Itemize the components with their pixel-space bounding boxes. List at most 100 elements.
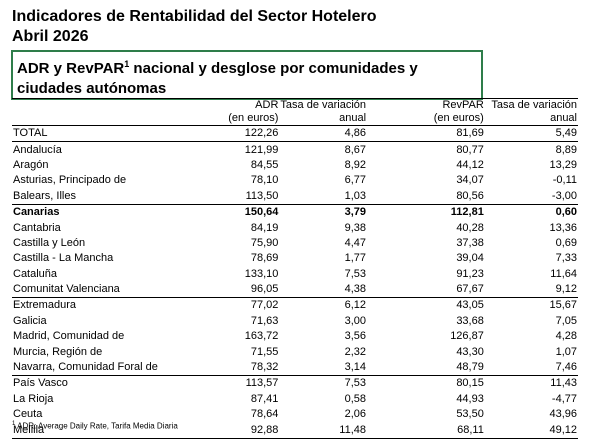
- value-cell: 163,72: [244, 330, 279, 343]
- value-cell: 68,11: [367, 422, 485, 439]
- value-cell: 113,50: [204, 188, 280, 205]
- table-row: TOTAL 122,26 4,86 81,69 5,49: [12, 125, 578, 143]
- value-cell: 81,69: [367, 125, 485, 143]
- value-cell: 112,81: [450, 206, 484, 219]
- region-cell: TOTAL: [12, 125, 205, 143]
- value-cell: 2,06: [344, 408, 367, 421]
- value-cell: 84,19: [250, 221, 279, 234]
- value-cell: 15,67: [549, 299, 577, 312]
- value-cell: 5,49: [484, 125, 578, 143]
- table-row: Ceuta 78,64 2,06 53,50 43,96: [12, 407, 578, 422]
- value-cell: 6,77: [344, 174, 367, 187]
- value-cell: 80,77: [456, 143, 484, 156]
- table-row: Castilla y León 75,90 4,47 37,38 0,69: [12, 236, 578, 251]
- value-cell: 13,36: [549, 221, 577, 234]
- value-cell: 1,03: [279, 188, 368, 205]
- title-block: Indicadores de Rentabilidad del Sector H…: [12, 7, 377, 47]
- value-cell: 71,63: [250, 314, 279, 327]
- table-body: TOTAL 122,26 4,86 81,69 5,49 Andalucía 121,99 8…: [12, 125, 578, 439]
- value-cell: -0,11: [552, 174, 577, 187]
- value-cell: 53,50: [456, 408, 484, 421]
- header-cell: (en euros): [367, 112, 485, 126]
- value-cell: 87,41: [250, 392, 279, 405]
- table-row: Cantabria 84,19 9,38 40,28 13,36: [12, 220, 578, 235]
- region-cell: Navarra, Comunidad Foral de: [12, 359, 205, 377]
- value-cell: 7,46: [484, 359, 578, 377]
- subtitle-text: nacional y desglose por comunidades y ci…: [17, 60, 418, 97]
- value-cell: 7,53: [344, 267, 367, 280]
- header-cell: Tasa de variación: [484, 98, 578, 112]
- region-cell: País Vasco: [13, 377, 68, 390]
- value-cell: 78,69: [250, 252, 279, 265]
- value-cell: 49,12: [484, 422, 578, 439]
- value-cell: 75,90: [250, 236, 279, 249]
- table-row: Cataluña 133,10 7,53 91,23 11,64: [12, 267, 578, 282]
- region-cell: La Rioja: [13, 392, 54, 405]
- value-cell: 43,05: [456, 299, 484, 312]
- value-cell: 1,77: [344, 252, 367, 265]
- table-row: Galicia 71,63 3,00 33,68 7,05: [12, 314, 578, 329]
- value-cell: 4,28: [555, 330, 577, 343]
- region-cell: Castilla - La Mancha: [13, 252, 114, 265]
- date: Abril 2026: [12, 28, 89, 45]
- value-cell: 150,64: [244, 206, 279, 219]
- value-cell: 43,96: [549, 408, 577, 421]
- subtitle-text: ADR y RevPAR: [17, 60, 125, 77]
- value-cell: 80,56: [367, 188, 485, 205]
- value-cell: 2,32: [344, 345, 367, 358]
- value-cell: 44,93: [456, 392, 484, 405]
- table-row: Navarra, Comunidad Foral de 78,32 3,14 48,7…: [12, 359, 578, 377]
- value-cell: 0,58: [344, 392, 367, 405]
- value-cell: 7,33: [555, 252, 577, 265]
- table-row: La Rioja 87,41 0,58 44,93 -4,77: [12, 392, 578, 407]
- value-cell: 78,64: [250, 408, 279, 421]
- value-cell: -3,00: [484, 188, 578, 205]
- header-cell: RevPAR: [367, 98, 485, 112]
- value-cell: 8,67: [344, 143, 367, 156]
- value-cell: 13,29: [549, 158, 577, 171]
- region-cell: Extremadura: [13, 299, 76, 312]
- value-cell: 1,07: [555, 345, 577, 358]
- header-cell: [12, 112, 205, 126]
- value-cell: 48,79: [367, 359, 485, 377]
- value-cell: 43,30: [456, 345, 484, 358]
- value-cell: 4,47: [344, 236, 367, 249]
- value-cell: 96,05: [204, 281, 280, 299]
- header-row: (en euros) anual (en euros) anual: [12, 112, 578, 126]
- header-cell: ADR: [204, 98, 280, 112]
- region-cell: Galicia: [13, 314, 47, 327]
- footnote-sup: 1: [12, 421, 16, 427]
- table-row: Comunitat Valenciana 96,05 4,38 67,67 9,12: [12, 281, 578, 299]
- table-row: Asturias, Principado de 78,10 6,77 34,07 -0,…: [12, 173, 578, 188]
- region-cell: Balears, Illes: [12, 188, 205, 205]
- value-cell: 78,32: [204, 359, 280, 377]
- header-cell: anual: [279, 112, 368, 126]
- value-cell: 9,38: [344, 221, 367, 234]
- value-cell: 121,99: [244, 143, 279, 156]
- value-cell: 78,10: [250, 174, 279, 187]
- value-cell: 133,10: [244, 267, 279, 280]
- value-cell: 67,67: [367, 281, 485, 299]
- region-cell: Castilla y León: [13, 236, 86, 249]
- header-row: ADR Tasa de variación RevPAR Tasa de variac…: [12, 98, 578, 112]
- region-cell: Ceuta: [13, 408, 43, 421]
- value-cell: 7,53: [344, 377, 367, 390]
- region-cell: Aragón: [13, 158, 49, 171]
- data-table: ADR Tasa de variación RevPAR Tasa de variac…: [12, 98, 578, 439]
- value-cell: 84,55: [250, 158, 279, 171]
- value-cell: 11,64: [550, 267, 577, 280]
- value-cell: 11,48: [279, 422, 368, 439]
- region-cell: Madrid, Comunidad de: [13, 330, 125, 343]
- value-cell: 4,86: [279, 125, 368, 143]
- value-cell: 71,55: [250, 345, 279, 358]
- table-row: Balears, Illes 113,50 1,03 80,56 -3,00: [12, 188, 578, 205]
- value-cell: 122,26: [204, 125, 280, 143]
- value-cell: 80,15: [456, 377, 484, 390]
- value-cell: 39,04: [456, 252, 484, 265]
- value-cell: 11,43: [550, 377, 577, 390]
- table-row: Extremadura 77,02 6,12 43,05 15,67: [12, 298, 578, 314]
- value-cell: 126,87: [450, 330, 484, 343]
- header-cell: [12, 98, 205, 112]
- title: Indicadores de Rentabilidad del Sector H…: [12, 8, 377, 25]
